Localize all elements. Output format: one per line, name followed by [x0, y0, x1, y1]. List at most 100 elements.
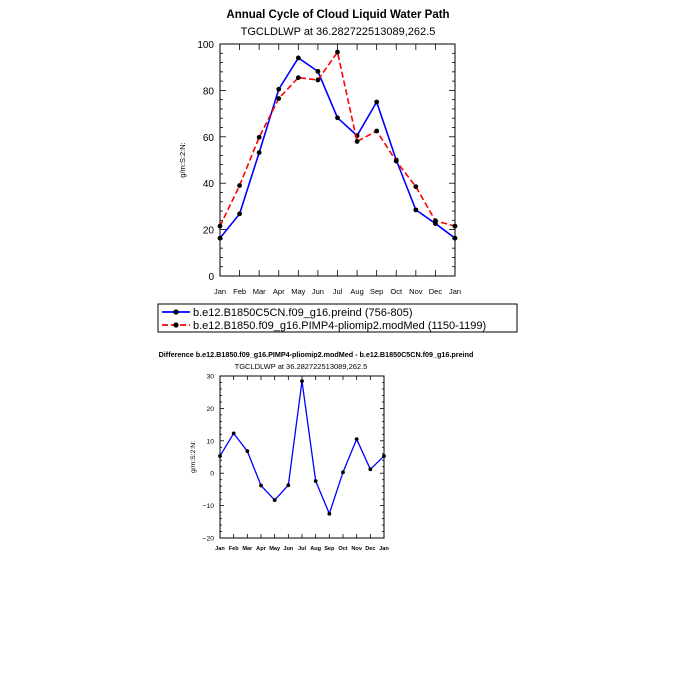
- series-line: [219, 51, 456, 227]
- data-point: [272, 498, 277, 502]
- chart-difference: Difference b.e12.B1850.f09_g16.PIMP4-pli…: [159, 350, 474, 552]
- data-point: [354, 139, 360, 144]
- series-group: [218, 379, 386, 516]
- data-point: [354, 437, 359, 442]
- x-tick-label: Oct: [338, 546, 347, 552]
- x-tick-label: Jan: [379, 546, 389, 552]
- data-point: [256, 134, 262, 140]
- data-point: [393, 158, 399, 164]
- data-point: [335, 115, 340, 121]
- data-point: [452, 223, 458, 229]
- x-tick-label: Nov: [409, 287, 423, 296]
- y-tick-label: 20: [203, 226, 215, 237]
- data-point: [433, 218, 438, 224]
- axis-ticks: [219, 43, 456, 277]
- series-line: [219, 380, 385, 515]
- data-point: [374, 99, 380, 105]
- plot-frame: [219, 43, 456, 277]
- y-tick-label: 20: [206, 406, 214, 413]
- data-point: [245, 449, 250, 454]
- data-point: [341, 470, 345, 475]
- data-point: [256, 150, 262, 155]
- x-tick-label: Jan: [449, 287, 461, 296]
- x-tick-labels: Jan Feb Mar Apr May Jun Jul Aug Sep Oct Nov Dec Jan: [215, 546, 389, 552]
- y-tick-label: 100: [197, 40, 214, 51]
- y-axis-label: g/m:S:2:N:: [190, 441, 197, 473]
- series-group: [217, 49, 458, 241]
- data-point: [300, 379, 304, 384]
- x-tick-label: Feb: [229, 546, 240, 552]
- legend-label-preind: b.e12.B1850C5CN.f09_g16.preind (756-805): [193, 307, 413, 319]
- x-tick-label: Aug: [350, 287, 363, 296]
- x-tick-label: Jul: [333, 287, 343, 296]
- data-point: [276, 96, 282, 101]
- data-point: [374, 128, 380, 134]
- data-point: [368, 467, 373, 472]
- data-point: [259, 483, 263, 488]
- x-tick-label: Apr: [273, 287, 285, 296]
- chart-annual-cycle: Annual Cycle of Cloud Liquid Water Path …: [178, 9, 461, 296]
- data-point: [218, 454, 222, 458]
- data-point: [327, 511, 332, 516]
- y-tick-label: 10: [206, 438, 214, 445]
- x-tick-label: Jun: [283, 546, 294, 552]
- y-tick-labels: 0 20 40 60 80 100: [197, 40, 214, 283]
- data-point: [217, 223, 223, 229]
- legend-label-pliomip: b.e12.B1850.f09_g16.PIMP4-pliomip2.modMe…: [193, 320, 486, 332]
- x-tick-label: Sep: [370, 287, 383, 296]
- plot-frame: [219, 375, 385, 539]
- data-point: [237, 211, 242, 217]
- x-tick-label: Mar: [253, 287, 266, 296]
- legend-box: [157, 303, 518, 333]
- x-tick-label: Dec: [365, 546, 375, 552]
- y-tick-label: 40: [203, 179, 215, 190]
- data-point: [413, 207, 419, 213]
- y-tick-label: −10: [202, 503, 214, 510]
- y-tick-labels: −20 −10 0 10 20 30: [202, 374, 214, 543]
- legend: b.e12.B1850C5CN.f09_g16.preind (756-805)…: [157, 303, 518, 333]
- y-tick-label: −20: [202, 536, 214, 543]
- chart-subtitle: TGCLDLWP at 36.282722513089,262.5: [241, 26, 436, 38]
- y-tick-label: 0: [208, 272, 214, 283]
- data-point: [286, 483, 291, 488]
- x-tick-label: Jul: [298, 546, 307, 552]
- x-tick-label: May: [269, 546, 281, 552]
- data-point: [413, 184, 419, 190]
- data-point: [313, 479, 318, 483]
- data-point: [237, 183, 242, 188]
- data-point: [382, 454, 386, 458]
- data-point: [295, 75, 301, 81]
- chart-subtitle: TGCLDLWP at 36.282722513089,262.5: [235, 362, 368, 371]
- y-tick-label: 60: [203, 133, 215, 144]
- legend-marker-preind: [173, 309, 179, 315]
- data-point: [231, 431, 236, 436]
- y-tick-label: 30: [206, 374, 214, 381]
- data-point: [315, 77, 321, 83]
- data-point: [335, 49, 340, 55]
- x-tick-label: Apr: [256, 546, 266, 552]
- x-tick-label: Aug: [310, 546, 321, 552]
- y-tick-label: 80: [203, 86, 215, 97]
- x-tick-labels: Jan Feb Mar Apr May Jun Jul Aug Sep Oct Nov Dec Jan: [214, 287, 461, 296]
- data-point: [452, 235, 458, 241]
- x-tick-label: Mar: [242, 546, 253, 552]
- x-tick-label: May: [291, 287, 305, 296]
- y-axis-label: g/m:S:2:N:: [178, 142, 187, 177]
- x-tick-label: Sep: [324, 546, 335, 552]
- data-point: [295, 55, 301, 61]
- x-tick-label: Nov: [351, 546, 362, 552]
- x-tick-label: Dec: [429, 287, 443, 296]
- x-tick-label: Jan: [215, 546, 225, 552]
- x-tick-label: Jun: [312, 287, 324, 296]
- data-point: [217, 235, 223, 241]
- chart-title: Annual Cycle of Cloud Liquid Water Path: [226, 9, 449, 21]
- legend-marker-pliomip: [173, 322, 179, 328]
- chart-title: Difference b.e12.B1850.f09_g16.PIMP4-pli…: [159, 350, 474, 359]
- x-tick-label: Feb: [233, 287, 246, 296]
- x-tick-label: Jan: [214, 287, 226, 296]
- x-tick-label: Oct: [390, 287, 403, 296]
- data-point: [315, 68, 321, 74]
- y-tick-label: 0: [210, 471, 214, 478]
- axis-ticks: [219, 375, 385, 539]
